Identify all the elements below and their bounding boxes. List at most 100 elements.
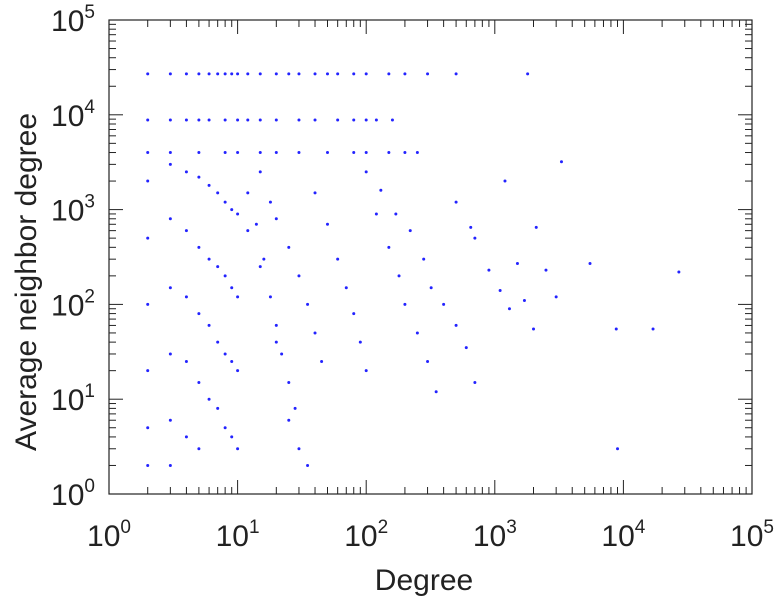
data-point [146, 302, 150, 306]
data-point [336, 118, 340, 122]
data-point [352, 151, 356, 155]
axis-ticks [108, 19, 753, 495]
data-point [442, 302, 446, 306]
data-point [168, 352, 172, 356]
data-point [616, 447, 620, 451]
data-point [223, 274, 227, 278]
data-point [364, 72, 368, 76]
x-tick-labels: 100 101 102 103 104 105 [87, 517, 774, 553]
data-point [313, 118, 317, 122]
data-point [197, 245, 201, 249]
data-point [454, 323, 458, 327]
data-point [207, 397, 211, 401]
data-point [268, 200, 272, 204]
data-point [168, 286, 172, 290]
data-point [473, 381, 477, 385]
data-point [344, 286, 348, 290]
data-point [197, 175, 201, 179]
data-point [522, 298, 526, 302]
data-point [216, 406, 220, 410]
data-point [184, 359, 188, 363]
data-point [408, 229, 412, 233]
data-point [230, 208, 234, 212]
data-point [216, 265, 220, 269]
data-point [515, 262, 519, 266]
data-point [387, 245, 391, 249]
data-point [197, 381, 201, 385]
data-point [352, 312, 356, 316]
data-point [223, 426, 227, 430]
data-point [487, 268, 491, 272]
data-point [146, 426, 150, 430]
data-point [397, 274, 401, 278]
data-point [184, 435, 188, 439]
data-point [297, 274, 301, 278]
data-point [387, 151, 391, 155]
data-point [236, 369, 240, 373]
data-point [336, 72, 340, 76]
data-point [168, 151, 172, 155]
data-point [184, 72, 188, 76]
data-point [274, 217, 278, 221]
data-point [258, 265, 262, 269]
data-point [223, 72, 227, 76]
data-point [544, 268, 548, 272]
data-point [403, 72, 407, 76]
data-point [184, 170, 188, 174]
data-point [146, 151, 150, 155]
data-point [146, 463, 150, 467]
data-point [216, 340, 220, 344]
data-point [415, 151, 419, 155]
data-point [236, 212, 240, 216]
data-point [236, 447, 240, 451]
scatter-points [146, 72, 681, 467]
y-tick-label: 103 [51, 192, 95, 228]
data-point [168, 463, 172, 467]
data-point [287, 418, 291, 422]
data-point [146, 179, 150, 183]
data-point [473, 236, 477, 240]
data-point [146, 118, 150, 122]
data-point [274, 340, 278, 344]
data-point [207, 183, 211, 187]
x-tick-label: 100 [87, 517, 131, 553]
data-point [207, 323, 211, 327]
data-point [236, 118, 240, 122]
data-point [207, 257, 211, 261]
data-point [258, 118, 262, 122]
x-tick-label: 104 [601, 517, 645, 553]
data-point [268, 295, 272, 299]
data-point [403, 302, 407, 306]
data-point [168, 72, 172, 76]
data-point [216, 72, 220, 76]
data-point [364, 151, 368, 155]
data-point [216, 191, 220, 195]
data-point [146, 236, 150, 240]
data-point [526, 72, 530, 76]
data-point [434, 390, 438, 394]
data-point [469, 225, 473, 229]
data-point [614, 327, 618, 331]
data-point [146, 369, 150, 373]
data-point [429, 286, 433, 290]
data-point [313, 331, 317, 335]
y-tick-label: 100 [51, 476, 95, 512]
data-point [325, 151, 329, 155]
data-point [258, 151, 262, 155]
data-point [168, 162, 172, 166]
data-point [297, 151, 301, 155]
data-point [320, 359, 324, 363]
data-point [313, 191, 317, 195]
data-point [236, 295, 240, 299]
data-point [274, 118, 278, 122]
data-point [390, 118, 394, 122]
data-point [507, 307, 511, 311]
y-tick-labels: 100 101 102 103 104 105 [51, 2, 95, 512]
data-point [677, 270, 681, 274]
data-point [184, 229, 188, 233]
data-point [325, 222, 329, 226]
data-point [559, 160, 563, 164]
data-point [387, 72, 391, 76]
data-point [146, 72, 150, 76]
